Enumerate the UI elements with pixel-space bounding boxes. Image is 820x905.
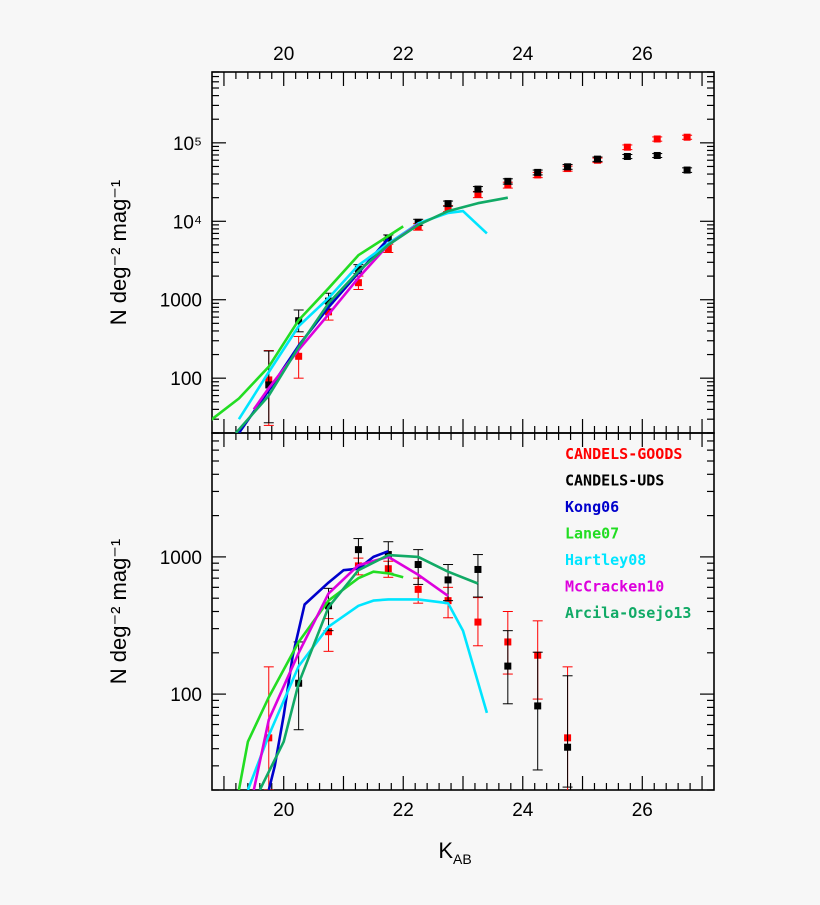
data-point-candels-uds <box>504 177 512 185</box>
legend-entry: Kong06 <box>565 498 619 516</box>
x-axis-title: KAB <box>438 838 471 867</box>
data-point-candels-uds <box>354 265 362 273</box>
data-point-candels-goods <box>414 223 422 231</box>
series-line-lane07 <box>237 570 404 790</box>
data-point-candels-goods <box>474 618 482 626</box>
y-tick-label: 1000 <box>160 291 202 312</box>
data-point-candels-goods <box>295 352 303 360</box>
data-point-candels-goods <box>683 133 691 141</box>
x-tick-label: 22 <box>393 44 414 65</box>
data-point-candels-uds <box>534 168 542 176</box>
series-line-arcila-osejo13 <box>258 553 479 790</box>
data-point-candels-uds <box>504 662 512 670</box>
data-point-candels-goods <box>504 181 512 189</box>
x-tick-label: 20 <box>273 44 294 65</box>
x-tick-label: 24 <box>512 44 534 65</box>
legend-entry: CANDELS-GOODS <box>565 445 682 463</box>
data-point-candels-uds <box>354 546 362 554</box>
data-point-candels-goods <box>325 308 333 316</box>
data-point-candels-uds <box>474 185 482 193</box>
series-line-hartley08 <box>246 598 489 790</box>
labels-layer: 100 1000 10⁴ 10⁵ 20 22 24 26 N deg⁻² mag⁻¹ 100 100… <box>106 44 653 867</box>
data-point-candels-uds <box>564 743 572 751</box>
legend-entry: McCracken10 <box>565 578 664 596</box>
series-line-arcila-osejo13 <box>234 196 509 433</box>
top-panel-data <box>212 133 693 433</box>
top-panel-frame <box>211 71 715 434</box>
data-point-candels-uds <box>265 381 273 389</box>
data-point-candels-uds <box>414 561 422 569</box>
data-point-candels-uds <box>384 234 392 242</box>
series-line-kong06 <box>267 549 389 790</box>
data-point-candels-uds <box>683 166 691 174</box>
data-point-candels-goods <box>354 279 362 287</box>
data-point-candels-goods <box>623 143 631 151</box>
data-point-candels-goods <box>325 628 333 636</box>
series-line-hartley08 <box>237 209 488 420</box>
data-point-candels-uds <box>593 155 601 163</box>
legend-entry: Arcila-Osejo13 <box>565 604 691 622</box>
data-point-candels-uds <box>623 152 631 160</box>
y-tick-label: 1000 <box>160 548 202 569</box>
data-point-candels-goods <box>444 205 452 213</box>
y-axis-title: N deg⁻² mag⁻¹ <box>106 180 131 326</box>
series-line-mccracken10 <box>252 555 449 790</box>
legend-entry: Hartley08 <box>565 551 646 569</box>
y-tick-label: 10⁴ <box>173 212 202 233</box>
data-point-candels-uds <box>325 297 333 305</box>
data-point-candels-uds <box>444 576 452 584</box>
y-tick-label: 100 <box>170 369 202 390</box>
data-point-candels-goods <box>474 190 482 198</box>
x-tick-label: 20 <box>273 800 294 821</box>
data-point-candels-goods <box>384 244 392 252</box>
panel-frames <box>211 71 715 791</box>
y-axis-title: N deg⁻² mag⁻¹ <box>106 539 131 685</box>
x-tick-label: 26 <box>632 44 653 65</box>
x-axis-title-main: K <box>438 838 453 863</box>
x-tick-label: 24 <box>512 800 534 821</box>
data-point-candels-goods <box>414 585 422 593</box>
x-axis-title-subscript: AB <box>453 851 472 867</box>
bottom-panel-data <box>237 538 573 790</box>
x-tick-label: 22 <box>393 800 414 821</box>
data-point-candels-goods <box>653 135 661 143</box>
data-point-candels-uds <box>474 565 482 573</box>
data-point-candels-uds <box>444 200 452 208</box>
data-point-candels-uds <box>564 163 572 171</box>
data-point-candels-uds <box>653 151 661 159</box>
x-tick-label: 26 <box>632 800 653 821</box>
y-tick-label: 10⁵ <box>173 134 202 155</box>
data-point-candels-uds <box>534 702 542 710</box>
legend-entry: Lane07 <box>565 525 619 543</box>
legend-entry: CANDELS-UDS <box>565 472 664 490</box>
data-layer <box>212 133 693 790</box>
series-line-lane07 <box>212 225 404 421</box>
y-tick-label: 100 <box>170 685 202 706</box>
legend: CANDELS-GOODS CANDELS-UDS Kong06 Lane07 Hart… <box>565 445 691 622</box>
